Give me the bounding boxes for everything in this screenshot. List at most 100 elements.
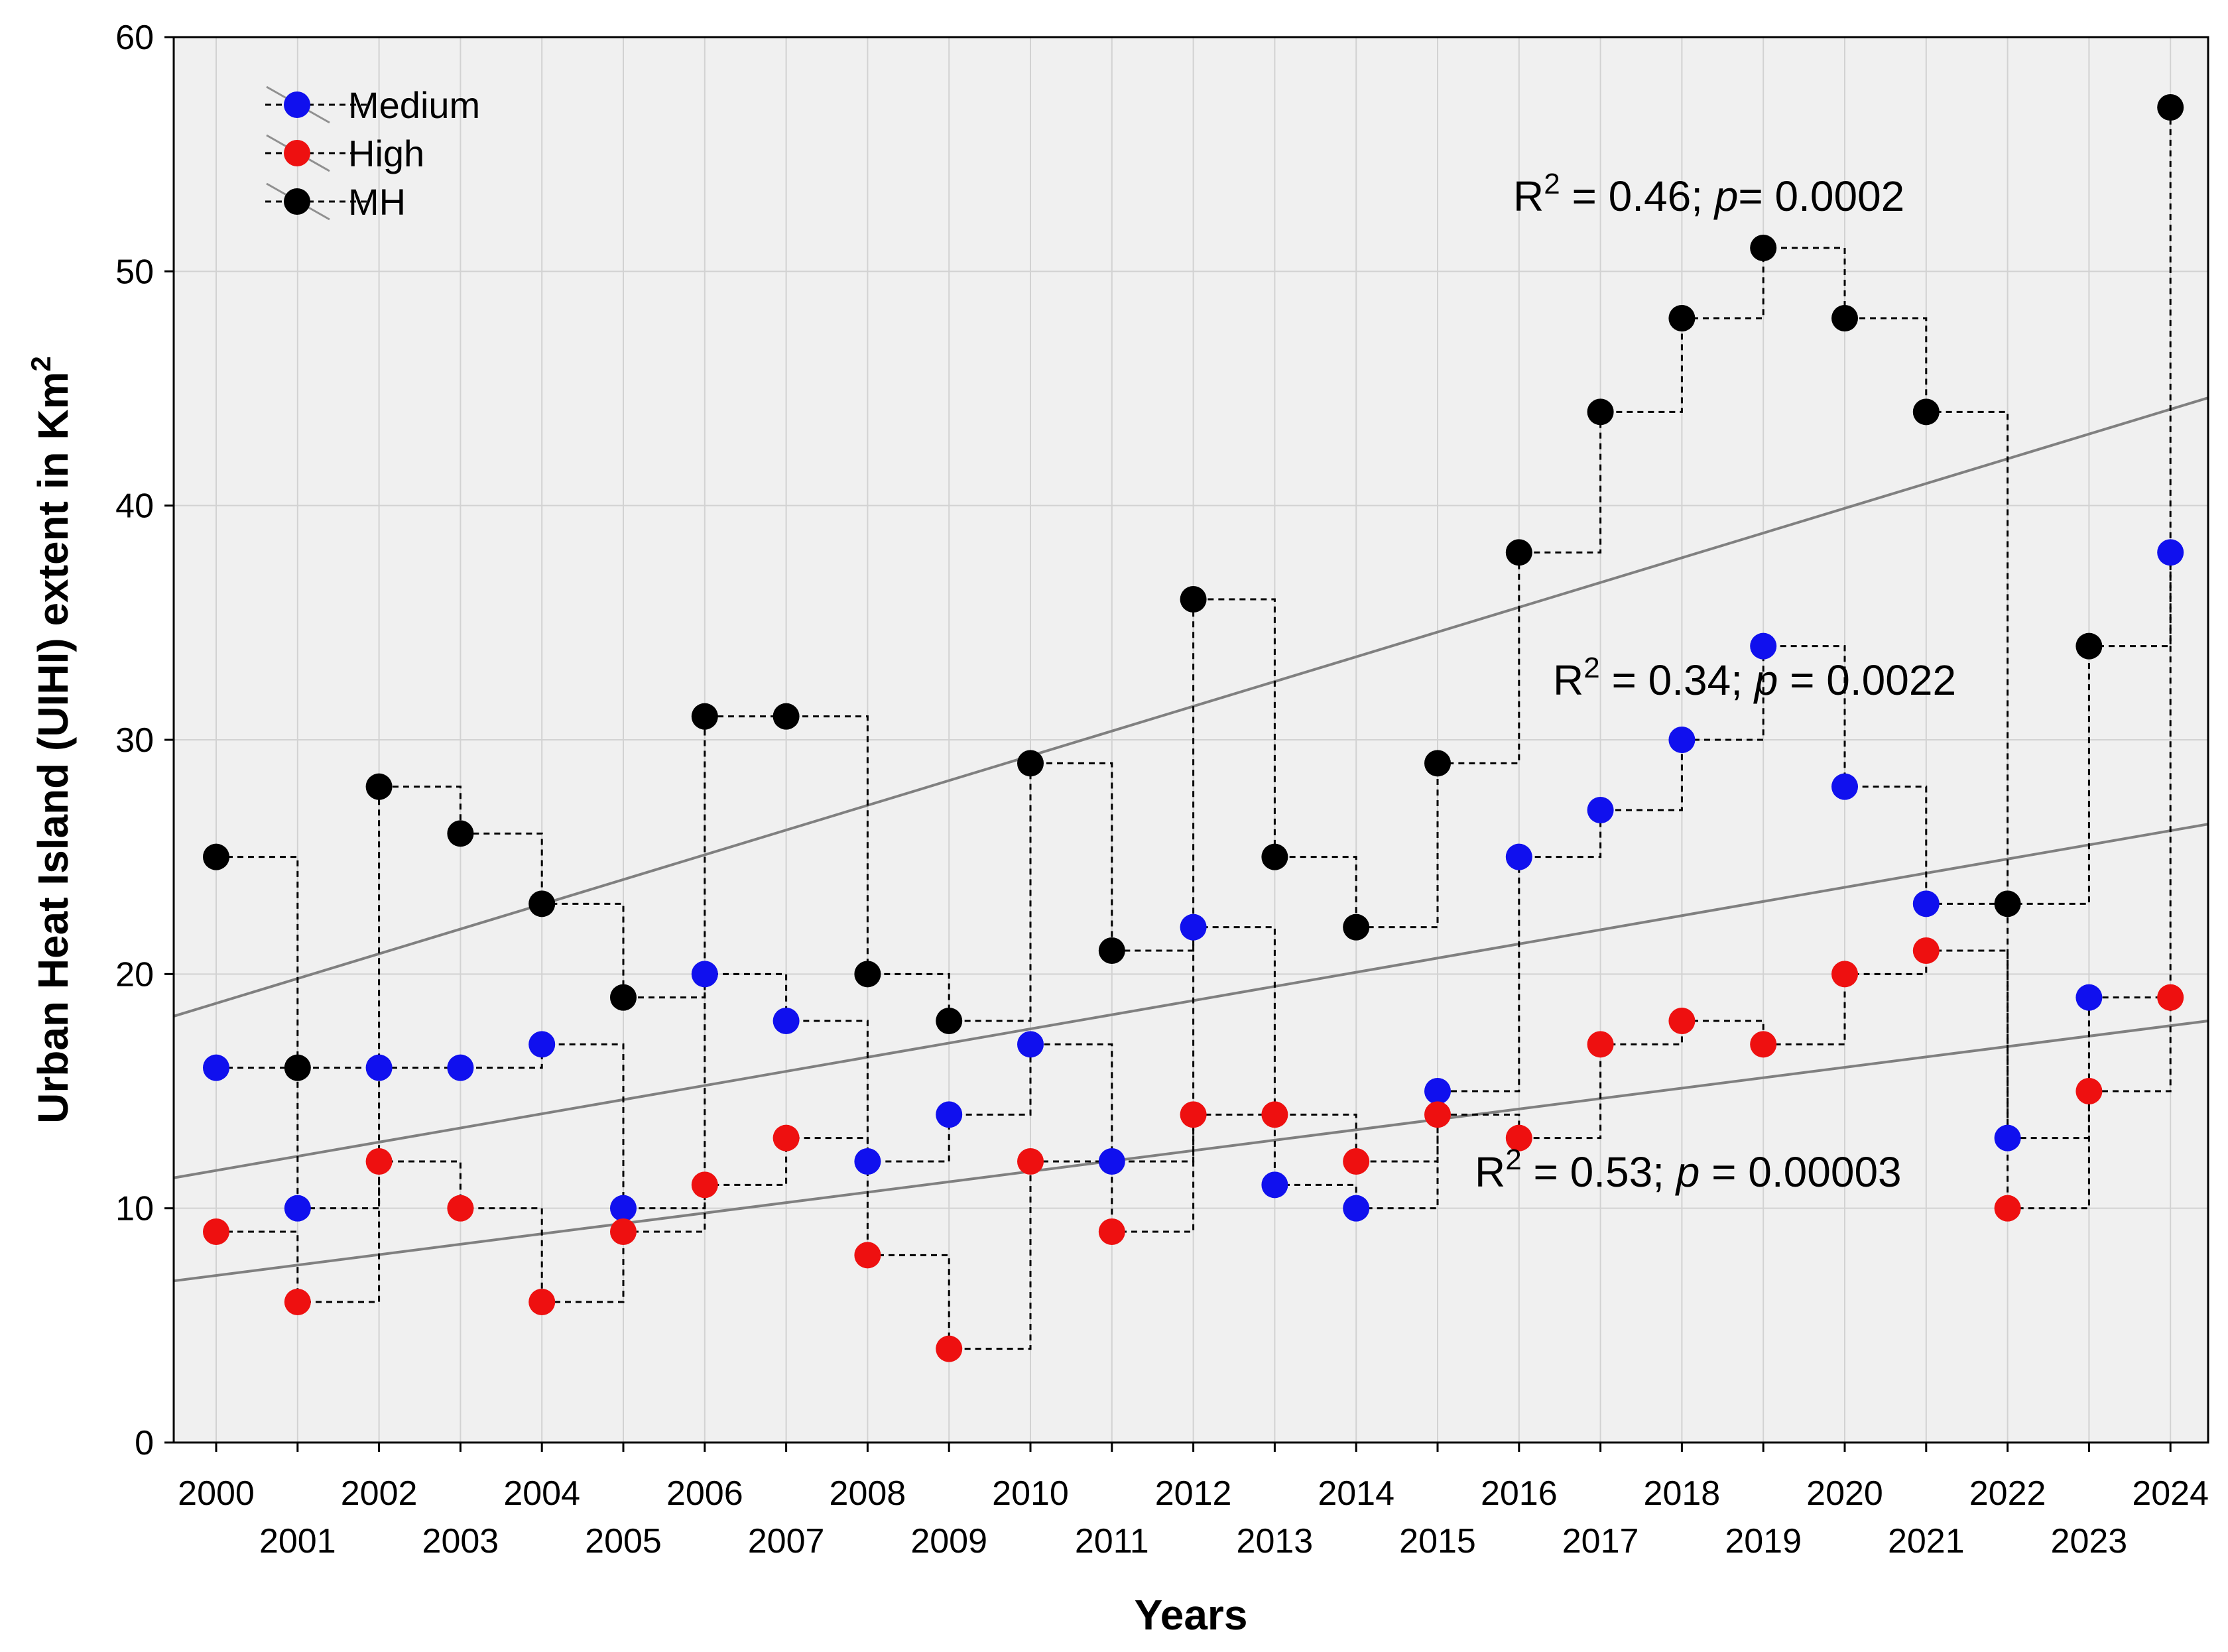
point-mh-2006 [691,703,718,730]
point-medium-2015 [1424,1078,1451,1104]
point-high-2007 [773,1124,800,1151]
trendline-mh [173,396,2209,1018]
point-mh-2022 [1994,890,2021,917]
point-high-2011 [1098,1218,1125,1245]
point-medium-2023 [2075,984,2103,1011]
y-tick-label-60: 60 [115,19,154,57]
point-mh-2001 [284,1054,311,1081]
legend-marker-high [284,140,310,166]
point-medium-2006 [691,961,718,988]
legend-marker-medium [284,91,310,118]
y-tick-label-10: 10 [115,1190,154,1228]
legend-marker-mh [284,188,310,215]
point-high-2008 [854,1242,881,1269]
x-tick-label-2010: 2010 [992,1474,1069,1513]
point-high-2002 [365,1148,393,1175]
x-tick-label-2007: 2007 [748,1522,825,1561]
point-medium-2009 [936,1101,963,1128]
point-mh-2011 [1098,937,1125,964]
point-high-2012 [1180,1101,1207,1128]
point-medium-2007 [773,1008,800,1034]
trendline-medium [173,823,2209,1179]
y-tick-label-20: 20 [115,955,154,994]
point-high-2003 [447,1195,474,1222]
point-high-2023 [2075,1078,2103,1104]
legend: Medium High MH [265,84,480,223]
x-tick-label-2018: 2018 [1644,1474,1721,1513]
point-high-2020 [1831,961,1858,988]
point-mh-2010 [1017,750,1044,777]
x-tick-label-2009: 2009 [910,1522,987,1561]
y-axis-title-main: Urban Heat Island (UIHI) extent in Km [29,371,77,1123]
point-high-2018 [1668,1008,1696,1034]
point-medium-2010 [1017,1031,1044,1058]
y-tick-label-30: 30 [115,721,154,760]
annotation-high: R2 = 0.53; p = 0.00003 [1475,1144,1902,1196]
point-medium-2005 [610,1195,637,1222]
x-tick-label-2016: 2016 [1481,1474,1558,1513]
point-mh-2017 [1587,398,1614,426]
point-high-2010 [1017,1148,1044,1175]
point-mh-2015 [1424,750,1451,777]
x-tick-label-2004: 2004 [503,1474,580,1513]
point-mh-2003 [447,820,474,847]
point-mh-2008 [854,961,881,988]
point-mh-2004 [528,890,556,917]
point-high-2021 [1912,937,1940,964]
point-mh-2005 [610,984,637,1011]
point-mh-2000 [203,843,229,870]
point-mh-2023 [2075,632,2103,660]
y-tick-label-40: 40 [115,487,154,526]
x-tick-label-2021: 2021 [1888,1522,1965,1561]
point-medium-2012 [1180,914,1207,941]
point-mh-2016 [1505,539,1532,566]
point-mh-2018 [1668,305,1696,331]
point-medium-2020 [1831,773,1858,800]
data-points [203,94,2184,1362]
trendline-high [173,1020,2209,1283]
point-high-2009 [936,1335,963,1362]
point-medium-2017 [1587,797,1614,823]
point-medium-2000 [203,1054,229,1081]
point-medium-2019 [1750,632,1777,660]
point-high-2024 [2157,984,2184,1011]
point-medium-2001 [284,1195,311,1222]
point-high-2000 [203,1218,229,1245]
x-tick-label-2008: 2008 [830,1474,906,1513]
point-high-2015 [1424,1101,1451,1128]
x-tick-label-2000: 2000 [178,1474,255,1513]
point-medium-2004 [528,1031,556,1058]
point-high-2019 [1750,1031,1777,1058]
x-tick-label-2013: 2013 [1237,1522,1314,1561]
point-mh-2019 [1750,235,1777,261]
point-medium-2021 [1912,890,1940,917]
x-tick-label-2001: 2001 [259,1522,336,1561]
point-mh-2012 [1180,586,1207,613]
y-tick-label-50: 50 [115,253,154,291]
point-medium-2016 [1505,843,1532,870]
point-high-2005 [610,1218,637,1245]
point-high-2016 [1505,1124,1532,1151]
x-axis-title: Years [1135,1591,1248,1639]
legend-label-high: High [348,133,424,174]
x-tick-label-2006: 2006 [666,1474,743,1513]
point-mh-2021 [1912,398,1940,426]
point-mh-2002 [365,773,393,800]
point-high-2004 [528,1289,556,1315]
point-medium-2014 [1343,1195,1370,1222]
legend-label-mh: MH [348,181,406,223]
step-line-medium [216,552,2172,1210]
y-tick-label-0: 0 [135,1424,154,1462]
point-medium-2011 [1098,1148,1125,1175]
y-axis-title-sup: 2 [25,356,56,371]
point-medium-2002 [365,1054,393,1081]
point-high-2006 [691,1171,718,1199]
x-tick-label-2012: 2012 [1155,1474,1232,1513]
x-tick-label-2011: 2011 [1075,1522,1149,1561]
x-tick-label-2024: 2024 [2132,1474,2209,1513]
point-high-2001 [284,1289,311,1315]
x-tick-label-2019: 2019 [1725,1522,1802,1561]
x-tick-label-2015: 2015 [1399,1522,1476,1561]
point-medium-2022 [1994,1124,2021,1151]
point-medium-2003 [447,1054,474,1081]
